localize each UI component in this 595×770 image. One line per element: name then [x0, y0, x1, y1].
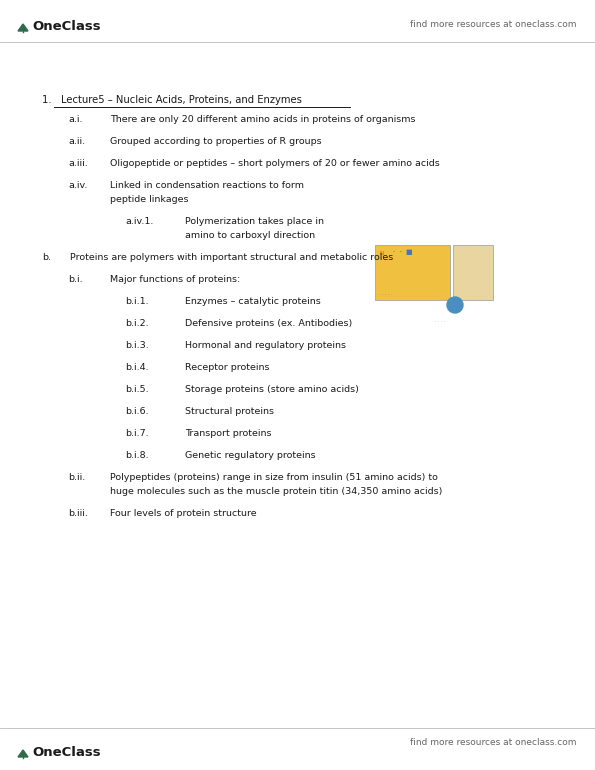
Text: Genetic regulatory proteins: Genetic regulatory proteins [185, 451, 315, 460]
Text: OneClass: OneClass [32, 20, 101, 33]
Text: b.i.8.: b.i.8. [125, 451, 149, 460]
Text: b.i.1.: b.i.1. [125, 297, 149, 306]
Text: b.i.5.: b.i.5. [125, 385, 149, 394]
Text: huge molecules such as the muscle protein titin (34,350 amino acids): huge molecules such as the muscle protei… [110, 487, 442, 496]
Text: Storage proteins (store amino acids): Storage proteins (store amino acids) [185, 385, 359, 394]
Text: find more resources at oneclass.com: find more resources at oneclass.com [411, 20, 577, 29]
Text: a.iii.: a.iii. [68, 159, 87, 168]
Bar [453, 245, 493, 300]
Text: Proteins are polymers with important structural and metabolic roles: Proteins are polymers with important str… [70, 253, 393, 262]
Text: b.iii.: b.iii. [68, 509, 88, 518]
Text: Polymerization takes place in: Polymerization takes place in [185, 217, 324, 226]
Text: ·  ·: · · [393, 249, 402, 255]
Text: b.i.3.: b.i.3. [125, 341, 149, 350]
Text: OneClass: OneClass [32, 746, 101, 759]
Text: b.: b. [42, 253, 51, 262]
Text: N: N [379, 251, 383, 256]
Text: a.i.: a.i. [68, 115, 83, 124]
Text: Four levels of protein structure: Four levels of protein structure [110, 509, 256, 518]
Text: Oligopeptide or peptides – short polymers of 20 or fewer amino acids: Oligopeptide or peptides – short polymer… [110, 159, 440, 168]
Text: peptide linkages: peptide linkages [110, 195, 189, 204]
Text: b.ii.: b.ii. [68, 473, 85, 482]
Text: Grouped according to properties of R groups: Grouped according to properties of R gro… [110, 137, 322, 146]
Polygon shape [18, 750, 28, 757]
Text: Linked in condensation reactions to form: Linked in condensation reactions to form [110, 181, 304, 190]
Text: b.i.7.: b.i.7. [125, 429, 149, 438]
Bar [375, 245, 450, 300]
Text: Structural proteins: Structural proteins [185, 407, 274, 416]
Text: b.i.4.: b.i.4. [125, 363, 149, 372]
Text: There are only 20 different amino acids in proteins of organisms: There are only 20 different amino acids … [110, 115, 415, 124]
Text: Hormonal and regulatory proteins: Hormonal and regulatory proteins [185, 341, 346, 350]
Polygon shape [18, 24, 28, 31]
Text: Receptor proteins: Receptor proteins [185, 363, 270, 372]
Text: · · · · ·: · · · · · [379, 292, 393, 297]
Text: b.i.: b.i. [68, 275, 83, 284]
Text: b.i.2.: b.i.2. [125, 319, 149, 328]
Text: 1.   Lecture5 – Nucleic Acids, Proteins, and Enzymes: 1. Lecture5 – Nucleic Acids, Proteins, a… [42, 95, 302, 105]
Text: b.i.6.: b.i.6. [125, 407, 149, 416]
Text: Polypeptides (proteins) range in size from insulin (51 amino acids) to: Polypeptides (proteins) range in size fr… [110, 473, 438, 482]
Text: Transport proteins: Transport proteins [185, 429, 271, 438]
Text: Enzymes – catalytic proteins: Enzymes – catalytic proteins [185, 297, 321, 306]
Text: ■: ■ [405, 249, 412, 255]
Text: a.iv.1.: a.iv.1. [125, 217, 154, 226]
Text: amino to carboxyl direction: amino to carboxyl direction [185, 231, 315, 240]
Circle shape [447, 297, 463, 313]
Text: a.ii.: a.ii. [68, 137, 85, 146]
Text: a.iv.: a.iv. [68, 181, 87, 190]
Text: · · · ·: · · · · [435, 319, 446, 324]
Text: Defensive proteins (ex. Antibodies): Defensive proteins (ex. Antibodies) [185, 319, 352, 328]
Text: Major functions of proteins:: Major functions of proteins: [110, 275, 240, 284]
Text: find more resources at oneclass.com: find more resources at oneclass.com [411, 738, 577, 747]
